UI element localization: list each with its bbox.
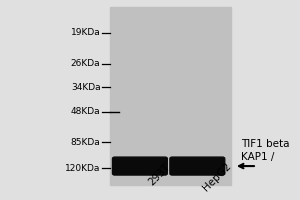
FancyBboxPatch shape	[112, 157, 167, 175]
Text: KAP1 /: KAP1 /	[241, 152, 274, 162]
Text: HepG2: HepG2	[201, 161, 233, 193]
Text: 120KDa: 120KDa	[65, 164, 100, 173]
Text: 293T: 293T	[146, 162, 172, 188]
Text: 34KDa: 34KDa	[71, 83, 100, 92]
FancyBboxPatch shape	[170, 157, 225, 175]
Text: 85KDa: 85KDa	[71, 138, 100, 147]
Text: TIF1 beta: TIF1 beta	[241, 139, 290, 149]
Bar	[110, 7, 231, 185]
Text: 19KDa: 19KDa	[71, 28, 100, 37]
Text: 48KDa: 48KDa	[71, 107, 100, 116]
Text: 26KDa: 26KDa	[71, 59, 100, 68]
